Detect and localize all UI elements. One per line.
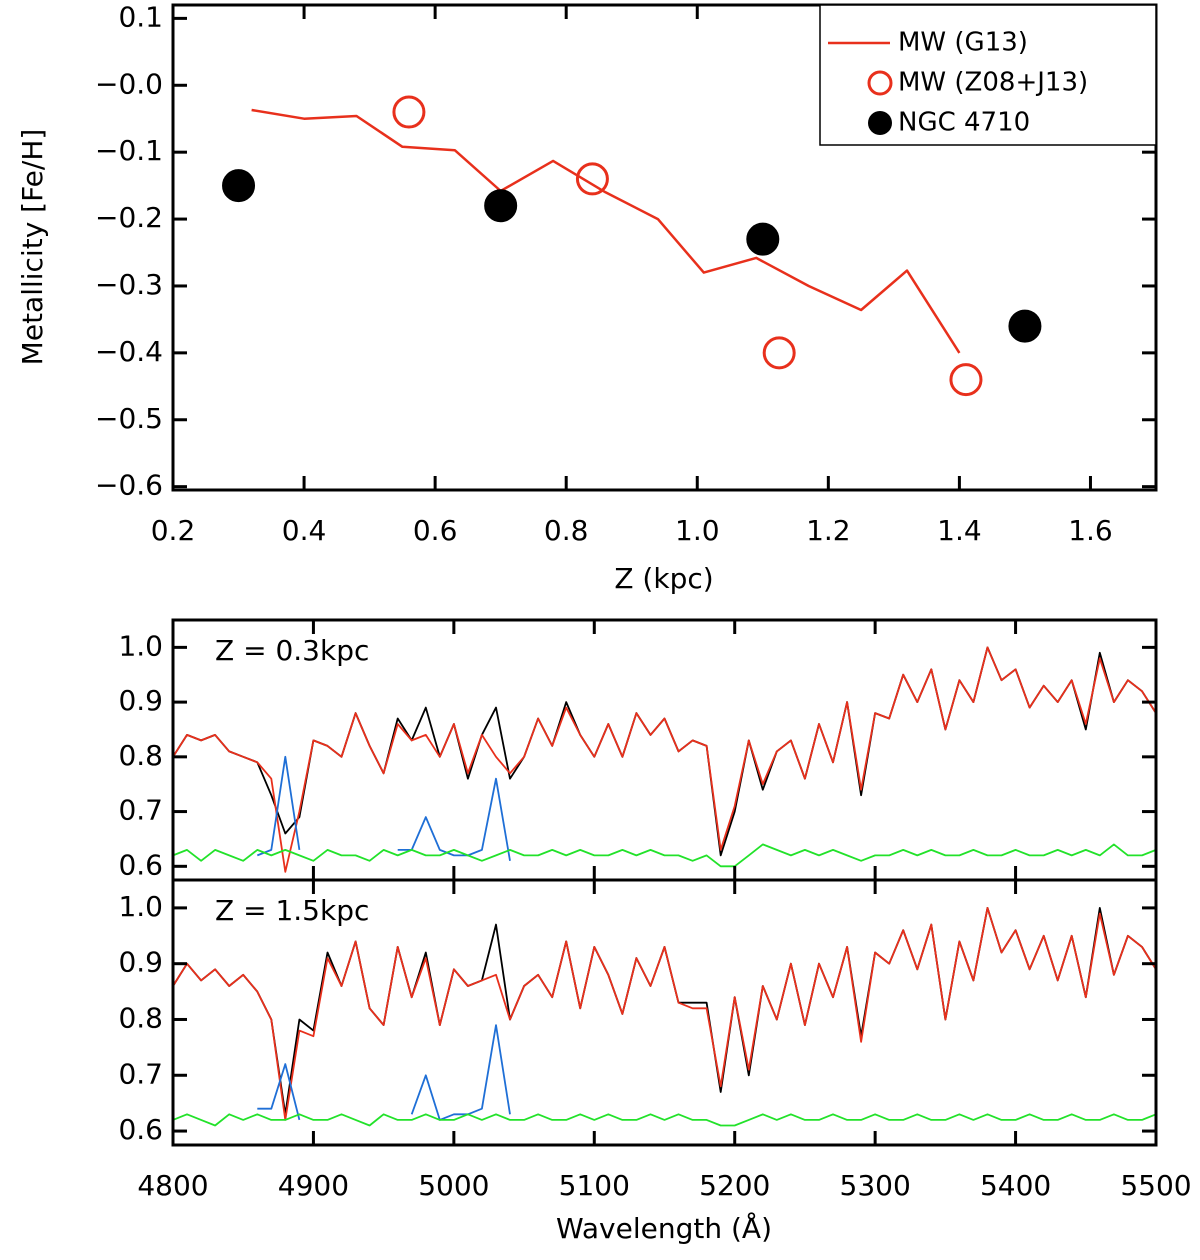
y-tick-label: 0.7 (118, 1057, 163, 1090)
data-line (172, 907, 1157, 1121)
x-tick-label: 1.2 (806, 514, 851, 547)
data-point (746, 222, 780, 256)
data-point (392, 95, 426, 129)
legend-swatch (867, 70, 893, 96)
legend-label: MW (Z08+J13) (898, 68, 1088, 98)
y-tick-label: −0.5 (95, 402, 163, 435)
data-line (257, 1024, 511, 1121)
y-tick-label: 0.6 (118, 1113, 163, 1146)
legend-swatch (868, 111, 892, 135)
data-point (575, 162, 609, 196)
x-tick-label: 0.6 (413, 514, 458, 547)
annotation: Z = 1.5kpc (215, 894, 369, 927)
y-tick-label: 0.7 (118, 794, 163, 827)
data-point (762, 336, 796, 370)
annotation: Z = 0.3kpc (215, 634, 369, 667)
y-tick-label: 0.9 (118, 946, 163, 979)
data-line (172, 843, 1157, 868)
data-point (222, 169, 256, 203)
y-tick-label: 0.1 (118, 0, 163, 33)
data-line (172, 1113, 1157, 1127)
y-tick-label: 0.8 (118, 739, 163, 772)
data-line (172, 646, 1157, 873)
y-tick-label: −0.0 (95, 67, 163, 100)
y-tick-label: −0.6 (95, 469, 163, 502)
x-axis-label: Z (kpc) (614, 562, 713, 595)
x-tick-label: 0.2 (151, 514, 196, 547)
y-tick-label: 1.0 (118, 629, 163, 662)
y-tick-label: −0.3 (95, 268, 163, 301)
data-point (949, 363, 983, 397)
plot-frame (171, 3, 1158, 492)
data-point (1008, 309, 1042, 343)
y-tick-label: −0.4 (95, 335, 163, 368)
legend-label: NGC 4710 (898, 108, 1030, 138)
data-point (484, 189, 518, 223)
legend-label: MW (G13) (898, 28, 1028, 58)
data-line (172, 646, 1157, 857)
y-tick-label: 0.8 (118, 1001, 163, 1034)
x-tick-label: 5200 (699, 1169, 770, 1202)
x-tick-label: 5400 (980, 1169, 1051, 1202)
y-tick-label: −0.1 (95, 134, 163, 167)
x-tick-label: 4800 (137, 1169, 208, 1202)
y-tick-label: 0.6 (118, 848, 163, 881)
y-axis-label: Metallicity [Fe/H] (16, 129, 49, 366)
data-line (251, 108, 961, 354)
x-tick-label: 5300 (840, 1169, 911, 1202)
data-line (172, 907, 1157, 1116)
x-tick-label: 0.4 (282, 514, 327, 547)
plot-frame (171, 878, 1158, 1147)
x-tick-label: 0.8 (544, 514, 589, 547)
y-tick-label: 1.0 (118, 890, 163, 923)
x-axis-label: Wavelength (Å) (556, 1211, 772, 1245)
x-tick-label: 4900 (278, 1169, 349, 1202)
y-tick-label: −0.2 (95, 201, 163, 234)
x-tick-label: 5100 (559, 1169, 630, 1202)
x-tick-label: 5500 (1120, 1169, 1191, 1202)
x-tick-label: 1.4 (937, 514, 982, 547)
x-tick-label: 1.6 (1068, 514, 1113, 547)
x-tick-label: 5000 (418, 1169, 489, 1202)
x-tick-label: 1.0 (675, 514, 720, 547)
y-tick-label: 0.9 (118, 684, 163, 717)
